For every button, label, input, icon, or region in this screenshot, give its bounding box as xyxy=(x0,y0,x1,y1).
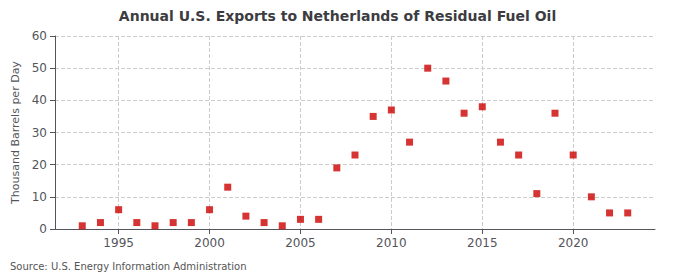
svg-text:1995: 1995 xyxy=(103,236,134,250)
svg-text:2020: 2020 xyxy=(558,236,589,250)
svg-text:20: 20 xyxy=(32,158,47,172)
svg-text:2005: 2005 xyxy=(285,236,316,250)
svg-text:2000: 2000 xyxy=(194,236,225,250)
svg-text:40: 40 xyxy=(32,93,47,107)
svg-text:50: 50 xyxy=(32,61,47,75)
svg-text:Source: U.S. Energy Informatio: Source: U.S. Energy Information Administ… xyxy=(10,261,247,272)
svg-text:2015: 2015 xyxy=(467,236,498,250)
svg-text:10: 10 xyxy=(32,190,47,204)
svg-text:Annual U.S. Exports to Netherl: Annual U.S. Exports to Netherlands of Re… xyxy=(119,8,556,24)
svg-text:0: 0 xyxy=(39,222,47,236)
svg-text:30: 30 xyxy=(32,126,47,140)
svg-text:2010: 2010 xyxy=(376,236,407,250)
svg-text:Thousand Barrels per Day: Thousand Barrels per Day xyxy=(9,61,22,205)
svg-text:60: 60 xyxy=(32,29,47,43)
